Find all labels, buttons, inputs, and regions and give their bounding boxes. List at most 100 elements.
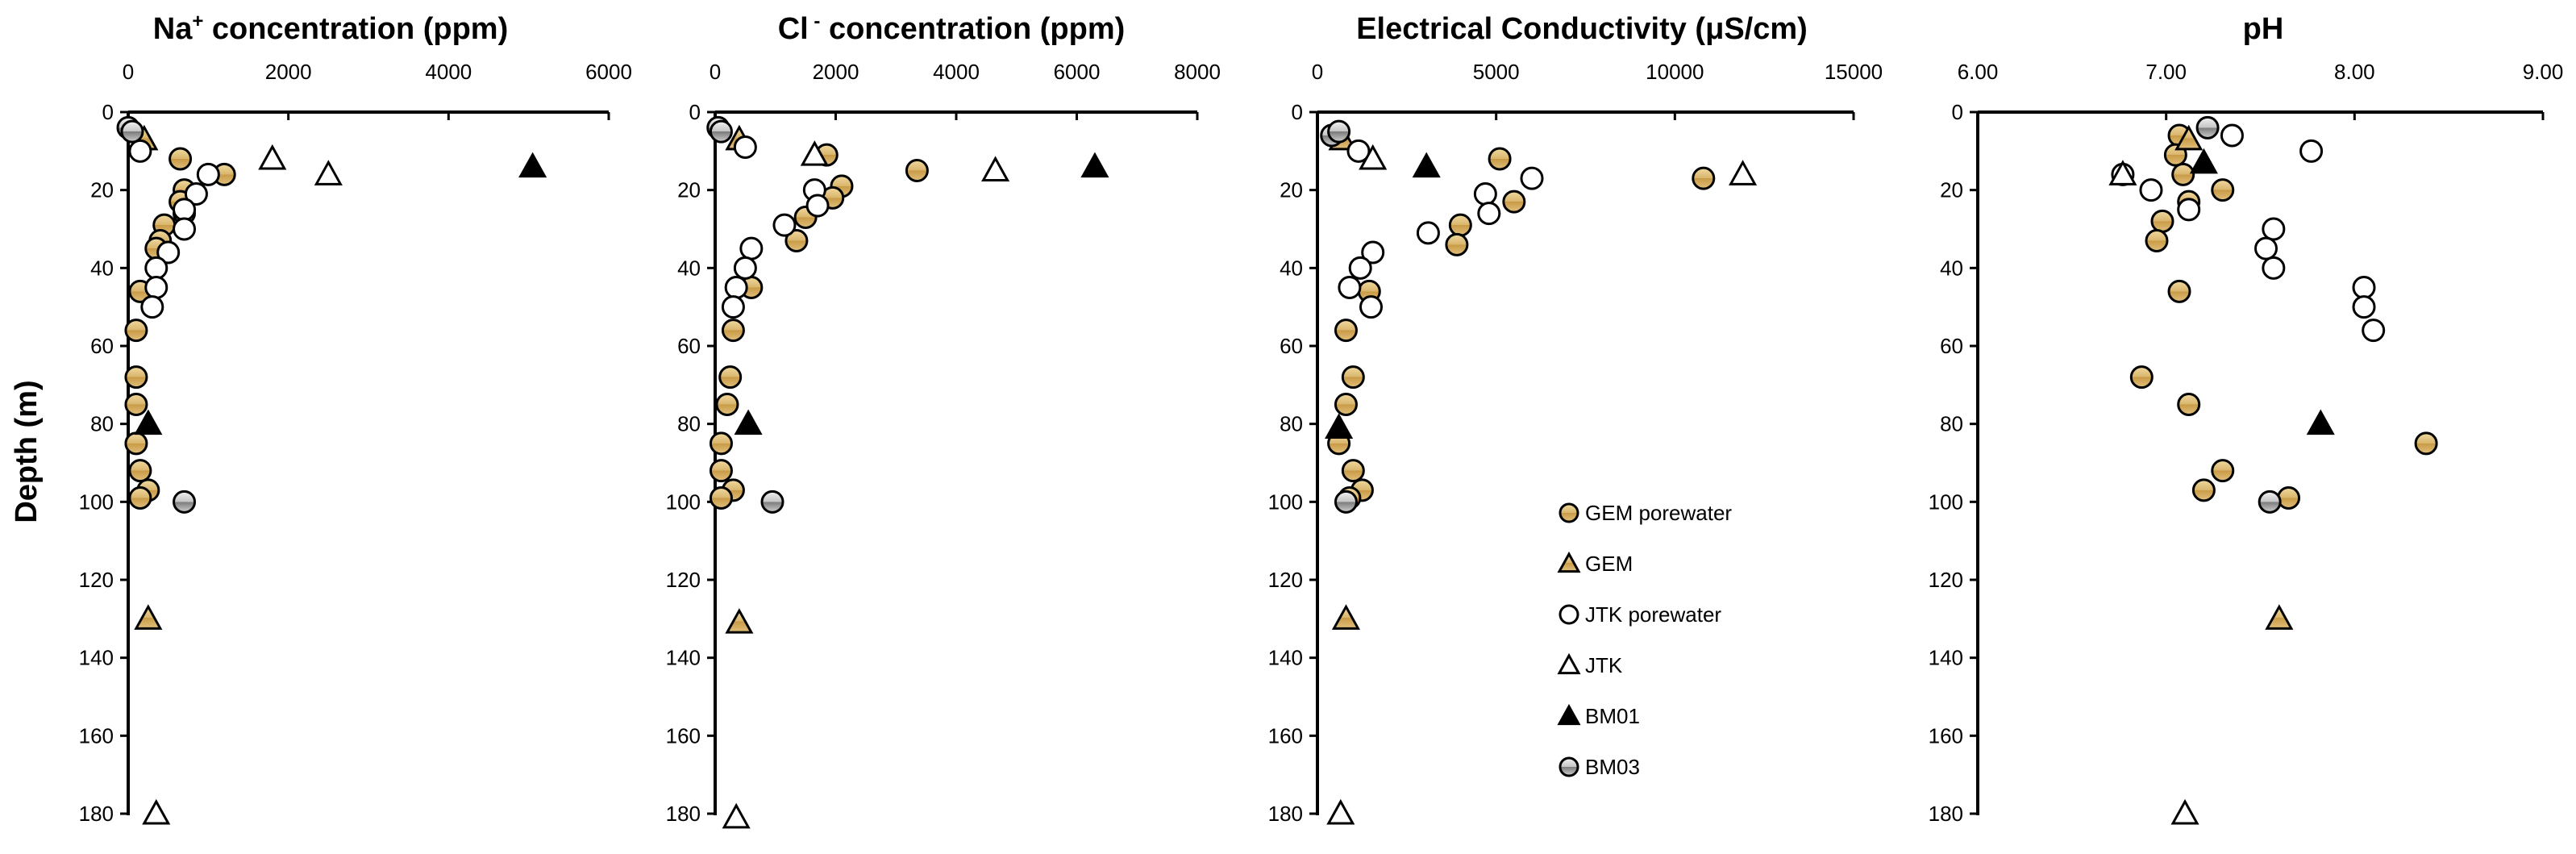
point-jtk-porewater (2362, 319, 2386, 343)
panel-na: Na+ concentration (ppm) 0 2000 4000 6000 0 20… (79, 10, 632, 826)
y-tick-label: 180 (1268, 802, 1303, 826)
legend-marker-gem-porewater (1559, 502, 1579, 523)
point-gem-porewater (1341, 365, 1365, 390)
x-tick-label: 8000 (1174, 60, 1221, 84)
point-gem (725, 608, 754, 634)
point-gem-porewater (2211, 459, 2235, 483)
point-jtk (2170, 798, 2199, 825)
panel-ec: Electrical Conductivity (μS/cm) 0 5000 100… (1268, 12, 1883, 826)
point-jtk-porewater (772, 213, 797, 237)
legend-marker-gem (1557, 551, 1581, 573)
point-jtk-porewater (2177, 198, 2201, 222)
point-jtk-porewater (1338, 276, 1362, 299)
y-tick-label: 100 (79, 489, 114, 514)
point-jtk-porewater (739, 236, 764, 260)
point-gem-porewater (1334, 319, 1358, 343)
point-jtk (722, 802, 751, 829)
point-jtk-porewater (733, 135, 757, 159)
point-jtk-porewater (2352, 295, 2376, 319)
y-tick-label: 180 (666, 802, 701, 826)
point-bm01 (1080, 152, 1109, 178)
point-jtk-porewater (173, 217, 197, 241)
point-jtk-porewater (1520, 166, 1544, 190)
point-jtk-porewater (1477, 202, 1501, 226)
legend-label: JTK porewater (1585, 602, 1721, 627)
point-gem-porewater (1341, 459, 1365, 483)
point-gem-porewater (2129, 365, 2154, 390)
point-jtk (800, 140, 829, 166)
point-gem-porewater (1692, 166, 1716, 190)
point-bm01 (518, 152, 547, 178)
y-tick-label: 0 (102, 100, 114, 124)
point-jtk-porewater (733, 256, 757, 280)
point-jtk-porewater (144, 256, 169, 280)
y-tick-label: 20 (90, 178, 114, 202)
point-jtk-porewater (2139, 178, 2163, 202)
point-jtk-porewater (1348, 256, 1372, 280)
y-tick-label: 40 (677, 256, 701, 280)
point-gem-porewater (784, 229, 809, 252)
point-gem-porewater (2211, 178, 2235, 202)
point-gem-porewater (124, 319, 148, 343)
point-gem-porewater (1448, 213, 1472, 237)
point-jtk (2108, 160, 2137, 185)
x-tick-label: 8.00 (2334, 60, 2375, 84)
y-axis-label: Depth (m) (10, 380, 44, 523)
y-tick-label: 120 (1929, 568, 1963, 592)
point-jtk-porewater (2262, 256, 2286, 280)
point-gem-porewater (128, 459, 152, 483)
x-tick-label: 7.00 (2145, 60, 2187, 84)
y-tick-label: 140 (1929, 646, 1963, 670)
x-tick-label: 6000 (1054, 60, 1101, 84)
point-gem-porewater (2177, 393, 2201, 416)
y-tick-label: 180 (79, 802, 114, 826)
point-bm01 (134, 409, 163, 435)
point-bm03 (1327, 119, 1351, 144)
panel-cl: Cl - concentration (ppm) 0 2000 4000 6000 80… (666, 10, 1221, 829)
y-tick-label: 20 (677, 178, 701, 202)
x-tick-label: 2000 (265, 60, 312, 84)
y-tick-label: 140 (1268, 646, 1303, 670)
point-jtk-porewater (724, 276, 748, 299)
legend-marker-jtk (1557, 652, 1581, 675)
panel-ec-title: Electrical Conductivity (μS/cm) (1356, 12, 1808, 46)
y-tick-label: 20 (1940, 178, 1963, 202)
point-gem-porewater (2167, 279, 2191, 303)
y-tick-label: 160 (79, 723, 114, 748)
y-tick-label: 60 (1940, 334, 1963, 358)
point-gem-porewater (1488, 147, 1512, 171)
legend-label: BM03 (1585, 755, 1640, 779)
x-tick-label: 4000 (933, 60, 980, 84)
point-gem-porewater (721, 319, 745, 343)
point-gem-porewater (128, 486, 152, 510)
y-tick-label: 0 (689, 100, 701, 124)
point-jtk-porewater (2299, 139, 2324, 163)
x-tick-label: 0 (1312, 60, 1323, 84)
point-jtk-porewater (1361, 240, 1385, 265)
point-jtk (1359, 144, 1388, 170)
point-bm03 (2195, 115, 2220, 140)
y-tick-label: 60 (90, 334, 114, 358)
legend-item-gem-porewater: GEM porewater (1559, 501, 1732, 525)
legend-label: BM01 (1585, 704, 1640, 728)
point-gem-porewater (2277, 486, 2301, 510)
x-tick-label: 0 (123, 60, 134, 84)
y-tick-label: 140 (79, 646, 114, 670)
point-jtk (1729, 160, 1758, 185)
point-jtk-porewater (1359, 295, 1383, 319)
point-jtk (314, 160, 343, 185)
legend-marker-bm03 (1559, 756, 1579, 777)
y-tick-label: 40 (1940, 256, 1963, 280)
y-tick-label: 0 (1952, 100, 1963, 124)
y-tick-label: 140 (666, 646, 701, 670)
point-bm03 (120, 119, 144, 144)
point-gem-porewater (718, 365, 743, 390)
point-bm01 (2189, 148, 2218, 174)
y-tick-label: 100 (666, 489, 701, 514)
y-tick-label: 100 (1268, 489, 1303, 514)
y-tick-label: 180 (1929, 802, 1963, 826)
x-tick-label: 6.00 (1958, 60, 1999, 84)
point-jtk-porewater (2262, 217, 2286, 241)
legend-label: GEM porewater (1585, 501, 1732, 525)
